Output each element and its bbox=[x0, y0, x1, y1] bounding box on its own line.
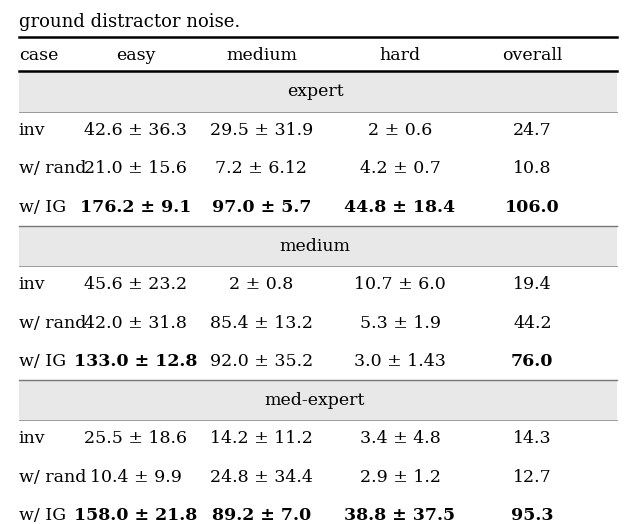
Text: 3.4 ± 4.8: 3.4 ± 4.8 bbox=[360, 430, 440, 447]
Text: inv: inv bbox=[19, 276, 45, 293]
Text: w/ rand: w/ rand bbox=[19, 468, 86, 486]
Text: medium: medium bbox=[226, 47, 297, 63]
Text: easy: easy bbox=[116, 47, 155, 63]
Text: case: case bbox=[19, 47, 58, 63]
Text: 25.5 ± 18.6: 25.5 ± 18.6 bbox=[84, 430, 187, 447]
Text: 44.8 ± 18.4: 44.8 ± 18.4 bbox=[345, 199, 455, 216]
Text: 24.8 ± 34.4: 24.8 ± 34.4 bbox=[210, 468, 313, 486]
Text: 3.0 ± 1.43: 3.0 ± 1.43 bbox=[354, 353, 446, 370]
Text: 14.2 ± 11.2: 14.2 ± 11.2 bbox=[210, 430, 313, 447]
Text: 45.6 ± 23.2: 45.6 ± 23.2 bbox=[84, 276, 187, 293]
Text: 19.4: 19.4 bbox=[513, 276, 552, 293]
Text: 85.4 ± 13.2: 85.4 ± 13.2 bbox=[210, 314, 313, 332]
Text: w/ rand: w/ rand bbox=[19, 160, 86, 178]
Text: 133.0 ± 12.8: 133.0 ± 12.8 bbox=[74, 353, 197, 370]
Text: 44.2: 44.2 bbox=[513, 314, 552, 332]
Text: medium: medium bbox=[280, 237, 350, 255]
Text: 42.6 ± 36.3: 42.6 ± 36.3 bbox=[84, 122, 187, 139]
Text: 5.3 ± 1.9: 5.3 ± 1.9 bbox=[360, 314, 440, 332]
Text: 97.0 ± 5.7: 97.0 ± 5.7 bbox=[212, 199, 311, 216]
Text: w/ IG: w/ IG bbox=[19, 507, 66, 524]
Text: 89.2 ± 7.0: 89.2 ± 7.0 bbox=[212, 507, 311, 524]
Text: 106.0: 106.0 bbox=[505, 199, 559, 216]
Text: inv: inv bbox=[19, 122, 45, 139]
Text: 76.0: 76.0 bbox=[511, 353, 554, 370]
Text: w/ IG: w/ IG bbox=[19, 199, 66, 216]
Text: 2 ± 0.8: 2 ± 0.8 bbox=[229, 276, 294, 293]
Text: 24.7: 24.7 bbox=[513, 122, 552, 139]
Text: 10.4 ± 9.9: 10.4 ± 9.9 bbox=[89, 468, 181, 486]
Text: 2 ± 0.6: 2 ± 0.6 bbox=[368, 122, 432, 139]
Text: 14.3: 14.3 bbox=[513, 430, 552, 447]
Text: w/ IG: w/ IG bbox=[19, 353, 66, 370]
Text: overall: overall bbox=[502, 47, 563, 63]
Text: ground distractor noise.: ground distractor noise. bbox=[19, 13, 240, 31]
Text: 38.8 ± 37.5: 38.8 ± 37.5 bbox=[345, 507, 455, 524]
Text: hard: hard bbox=[379, 47, 421, 63]
Text: w/ rand: w/ rand bbox=[19, 314, 86, 332]
Text: 4.2 ± 0.7: 4.2 ± 0.7 bbox=[360, 160, 440, 178]
Text: 7.2 ± 6.12: 7.2 ± 6.12 bbox=[215, 160, 307, 178]
Text: 95.3: 95.3 bbox=[511, 507, 554, 524]
Text: 2.9 ± 1.2: 2.9 ± 1.2 bbox=[360, 468, 440, 486]
Text: 21.0 ± 15.6: 21.0 ± 15.6 bbox=[84, 160, 187, 178]
Text: expert: expert bbox=[287, 83, 343, 101]
Text: 12.7: 12.7 bbox=[513, 468, 552, 486]
Text: med-expert: med-expert bbox=[265, 391, 365, 409]
Text: 176.2 ± 9.1: 176.2 ± 9.1 bbox=[80, 199, 191, 216]
Text: 92.0 ± 35.2: 92.0 ± 35.2 bbox=[210, 353, 313, 370]
Text: 158.0 ± 21.8: 158.0 ± 21.8 bbox=[74, 507, 197, 524]
Text: 10.8: 10.8 bbox=[513, 160, 552, 178]
Text: 42.0 ± 31.8: 42.0 ± 31.8 bbox=[84, 314, 187, 332]
Text: 10.7 ± 6.0: 10.7 ± 6.0 bbox=[354, 276, 446, 293]
Text: inv: inv bbox=[19, 430, 45, 447]
Text: 29.5 ± 31.9: 29.5 ± 31.9 bbox=[210, 122, 313, 139]
